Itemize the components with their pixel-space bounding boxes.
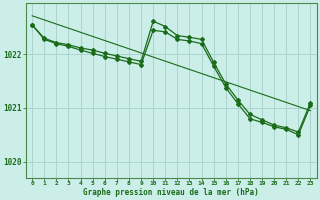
X-axis label: Graphe pression niveau de la mer (hPa): Graphe pression niveau de la mer (hPa) [84, 188, 259, 197]
